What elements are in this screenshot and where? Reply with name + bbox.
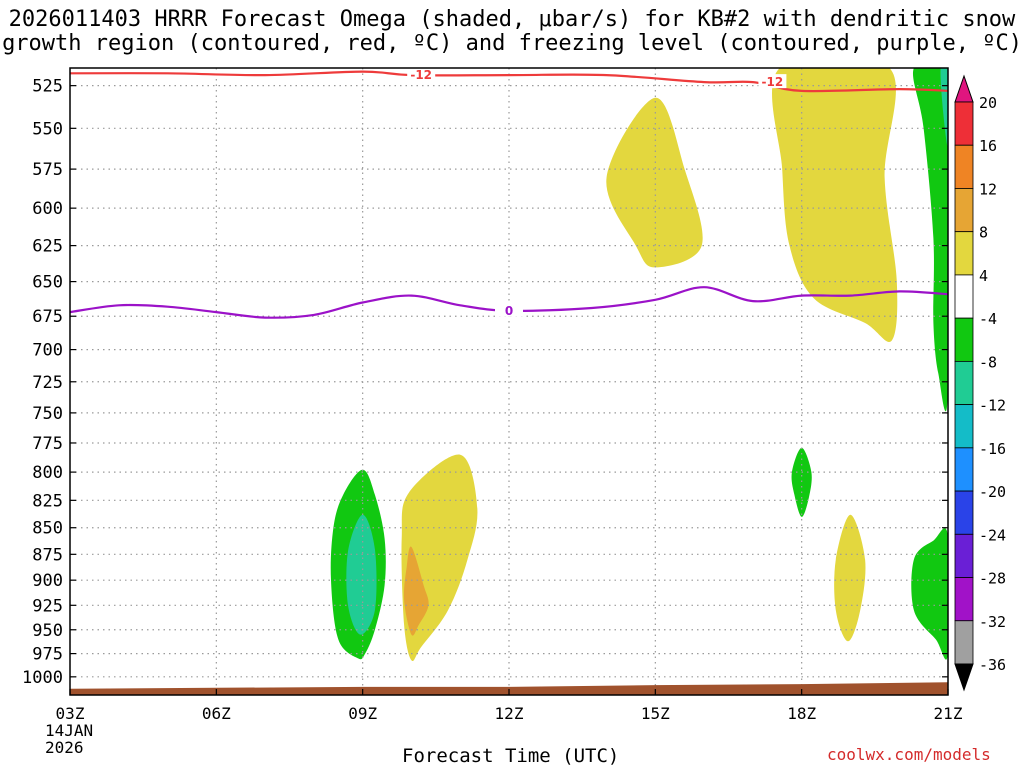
omega-region-6 <box>791 447 812 517</box>
omega-region-9 <box>940 68 948 147</box>
y-tick-label-700: 700 <box>32 341 63 361</box>
chart-title-line2: growth region (contoured, red, ºC) and f… <box>2 31 1022 56</box>
colorbar-tick-label-1: 16 <box>979 137 997 155</box>
grid-lines <box>70 68 948 695</box>
y-tick-label-675: 675 <box>32 307 63 327</box>
colorbar-bin-7 <box>954 360 974 406</box>
y-tick-label-750: 750 <box>32 404 63 424</box>
colorbar-bin-1 <box>954 101 974 146</box>
y-tick-label-725: 725 <box>32 373 63 393</box>
x-tick-label-1: 06Z <box>202 704 231 723</box>
x-tick-label-2: 09Z <box>348 704 377 723</box>
contour-label-bg-1-0 <box>495 302 523 317</box>
y-tick-label-650: 650 <box>32 273 63 293</box>
colorbar-tick-label-12: -32 <box>979 613 1006 631</box>
colorbar-bin-3 <box>954 188 974 233</box>
x-tick-label-6: 21Z <box>934 704 963 723</box>
y-tick-label-875: 875 <box>32 545 63 565</box>
colorbar-bin-4 <box>954 231 974 276</box>
colorbar-bin-5 <box>954 274 974 319</box>
omega-region-4 <box>606 97 703 268</box>
omega-region-1 <box>346 514 377 635</box>
credit-link[interactable]: coolwx.com/models <box>827 745 991 764</box>
date-year-label: 2026 <box>45 738 84 757</box>
y-tick-label-550: 550 <box>32 119 63 139</box>
y-tick-label-775: 775 <box>32 434 63 454</box>
x-tick-label-5: 18Z <box>787 704 816 723</box>
y-tick-label-825: 825 <box>32 491 63 511</box>
y-tick-label-950: 950 <box>32 621 63 641</box>
colorbar-tick-label-10: -24 <box>979 526 1006 544</box>
colorbar-tick-label-7: -12 <box>979 397 1006 415</box>
y-tick-label-1000: 1000 <box>22 668 63 688</box>
x-tick-label-4: 15Z <box>641 704 670 723</box>
colorbar-tick-label-11: -28 <box>979 570 1006 588</box>
chart-title-line1: 2026011403 HRRR Forecast Omega (shaded, … <box>8 7 1016 32</box>
colorbar-tick-label-5: -4 <box>979 310 997 328</box>
y-tick-label-975: 975 <box>32 645 63 665</box>
y-tick-label-925: 925 <box>32 596 63 616</box>
terrain-surface <box>70 682 948 695</box>
colorbar-tick-label-4: 4 <box>979 267 988 285</box>
y-axis: 525 550 575 600 625 650 675 700 725 750 775 800 825 8… <box>22 77 948 688</box>
colorbar-tick-label-9: -20 <box>979 483 1006 501</box>
colorbar-bin-8 <box>954 404 974 449</box>
colorbar-bin-9 <box>954 447 974 492</box>
omega-region-10 <box>911 528 948 660</box>
colorbar-tick-label-8: -16 <box>979 440 1006 458</box>
colorbar-bottom-triangle <box>954 663 974 692</box>
omega-region-3 <box>403 546 429 636</box>
colorbar-tick-label-13: -36 <box>979 656 1006 674</box>
colorbar-bin-6 <box>954 317 974 362</box>
contour-line-1 <box>70 286 948 319</box>
contour-label-0-0: -12 <box>410 68 432 82</box>
colorbar: 20 16 12 8 4 -4 -8 -12 -16 -20 -24 -28 -32 -36 <box>954 74 1006 692</box>
colorbar-tick-label-6: -8 <box>979 353 997 371</box>
contour-lines: -12 -12 0 <box>70 68 948 319</box>
colorbar-bin-2 <box>954 144 974 189</box>
y-tick-label-800: 800 <box>32 463 63 483</box>
x-axis-title: Forecast Time (UTC) <box>402 745 620 767</box>
omega-region-5 <box>772 68 898 342</box>
y-tick-label-850: 850 <box>32 519 63 539</box>
colorbar-bin-13 <box>954 620 974 665</box>
y-tick-label-625: 625 <box>32 237 63 257</box>
colorbar-tick-label-0: 20 <box>979 94 997 112</box>
y-tick-label-900: 900 <box>32 571 63 591</box>
contour-line-0 <box>70 70 948 93</box>
contour-label-0-1: -12 <box>762 75 784 89</box>
date-day-label: 14JAN <box>45 721 94 740</box>
terrain-layer <box>70 682 948 695</box>
y-tick-label-525: 525 <box>32 77 63 97</box>
colorbar-top-triangle <box>954 74 974 103</box>
y-tick-label-600: 600 <box>32 199 63 219</box>
contour-label-bg-0-1 <box>758 74 787 89</box>
x-tick-label-0: 03Z <box>56 704 85 723</box>
contour-label-bg-0-0 <box>407 68 436 82</box>
omega-region-7 <box>834 514 866 642</box>
x-tick-label-3: 12Z <box>495 704 524 723</box>
colorbar-bin-12 <box>954 577 974 622</box>
colorbar-bin-10 <box>954 490 974 535</box>
y-tick-label-575: 575 <box>32 160 63 180</box>
omega-region-8 <box>913 68 948 412</box>
colorbar-bin-11 <box>954 533 974 578</box>
omega-shading <box>330 68 948 662</box>
x-axis: 03Z 06Z 09Z 12Z 15Z 18Z 21Z <box>56 689 963 723</box>
colorbar-tick-label-3: 8 <box>979 224 988 242</box>
colorbar-tick-label-2: 12 <box>979 180 997 198</box>
contour-label-1-0: 0 <box>505 304 513 318</box>
